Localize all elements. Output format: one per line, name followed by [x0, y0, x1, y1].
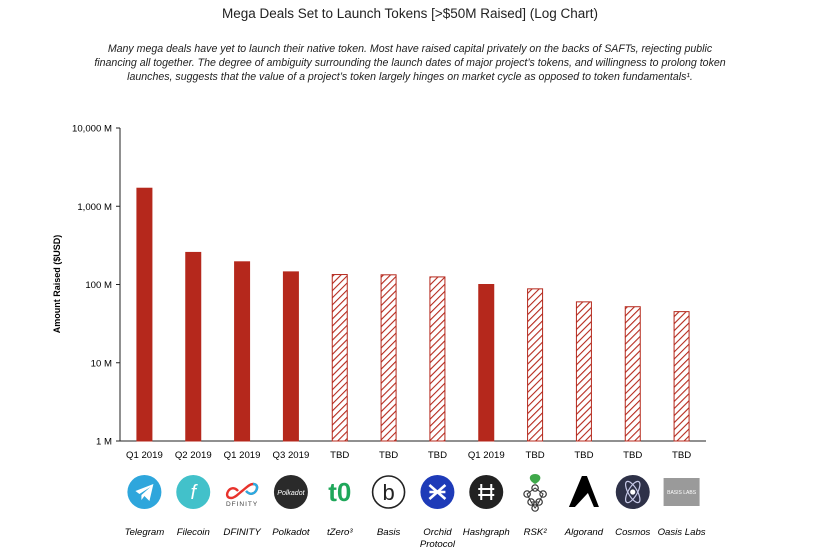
y-axis-label: Amount Raised ($USD) [52, 235, 62, 334]
project-name-label: Hashgraph [463, 527, 510, 538]
subtitle-line: financing all together. The degree of am… [94, 57, 726, 69]
project-name-label: Oasis Labs [658, 527, 706, 538]
launch-date-label: TBD [672, 450, 691, 461]
bar-dfinity [234, 261, 251, 442]
bar-basis [380, 274, 397, 442]
axes [119, 128, 706, 442]
bar-cosmos [624, 306, 641, 442]
y-tick-label: 10 M [91, 358, 112, 369]
launch-date-label: Q2 2019 [175, 450, 212, 461]
bar-oasis-labs [673, 311, 690, 442]
svg-text:Polkadot: Polkadot [277, 490, 305, 497]
launch-date-label: Q3 2019 [273, 450, 310, 461]
project-name-label: RSK² [524, 527, 548, 538]
chart-subtitle: Many mega deals have yet to launch their… [40, 42, 780, 84]
y-tick-label: 100 M [85, 280, 112, 291]
bar-rsk [527, 288, 544, 442]
svg-text:DFINITY: DFINITY [226, 501, 258, 508]
launch-date-label: TBD [574, 450, 593, 461]
basis-icon: b [371, 475, 406, 509]
orchid-icon [420, 475, 455, 509]
y-ticks: 1 M 10 M 100 M 1,000 M 10,000 M [72, 124, 120, 448]
launch-date-label: TBD [379, 450, 398, 461]
launch-date-label: TBD [623, 450, 642, 461]
launch-date-label: Q1 2019 [224, 450, 261, 461]
oasis-labs-icon: BASIS LABS [663, 478, 700, 506]
subtitle-line: Many mega deals have yet to launch their… [107, 43, 713, 55]
y-tick-label: 1 M [96, 437, 112, 448]
bar-hashgraph [478, 284, 495, 442]
bar-filecoin [185, 251, 202, 442]
svg-text:f: f [190, 482, 198, 504]
project-name-label: Cosmos [615, 527, 650, 538]
telegram-icon [127, 475, 162, 509]
subtitle-line: launches, suggests that the value of a p… [127, 71, 693, 83]
project-name-labels: Telegram Filecoin DFINITY Polkadot tZero³ Bas… [125, 527, 706, 550]
project-name-label: Orchid [423, 527, 452, 538]
launch-date-label: TBD [428, 450, 447, 461]
y-tick-label: 1,000 M [77, 202, 112, 213]
hashgraph-icon [469, 475, 504, 509]
tzero-icon: t0 [328, 477, 351, 507]
bar-algorand [575, 301, 592, 442]
bar-polkadot [282, 271, 299, 442]
bar-telegram [136, 187, 153, 442]
bar-orchid-protocol [429, 276, 446, 442]
dfinity-icon: DFINITY [226, 482, 259, 508]
x-tick-labels: Q1 2019 Q2 2019 Q1 2019 Q3 2019 TBD TBD TBD Q1 … [126, 450, 691, 461]
launch-date-label: Q1 2019 [468, 450, 505, 461]
logo-row: f DFINITY Polkadot t0 b BASIS LABS [127, 474, 700, 512]
launch-date-label: Q1 2019 [126, 450, 163, 461]
cosmos-icon [615, 475, 650, 509]
project-name-label: Basis [377, 527, 401, 538]
svg-text:BASIS LABS: BASIS LABS [667, 490, 697, 496]
launch-date-label: TBD [525, 450, 544, 461]
rsk-icon [523, 474, 547, 512]
project-name-label: Filecoin [177, 527, 210, 538]
bars [136, 187, 690, 442]
project-name-label: tZero³ [327, 527, 353, 538]
polkadot-icon: Polkadot [273, 475, 308, 509]
chart-title: Mega Deals Set to Launch Tokens [>$50M R… [221, 6, 599, 21]
project-name-label: DFINITY [223, 527, 261, 538]
svg-text:b: b [382, 480, 394, 505]
project-name-label: Algorand [564, 527, 604, 538]
filecoin-icon: f [176, 475, 211, 509]
y-tick-label: 10,000 M [72, 124, 112, 135]
svg-text:t0: t0 [328, 477, 351, 507]
algorand-icon [568, 476, 599, 507]
project-name-label: Polkadot [272, 527, 310, 538]
project-name-label: Telegram [125, 527, 165, 538]
bar-tzero [331, 274, 348, 442]
launch-date-label: TBD [330, 450, 349, 461]
project-name-label: Protocol [420, 539, 456, 550]
